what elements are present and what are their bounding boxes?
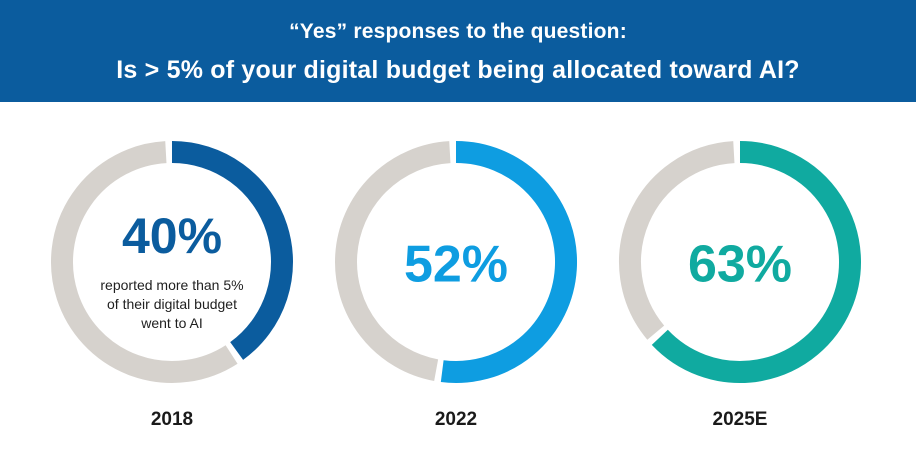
donut-2018-percent-label: 40%: [122, 208, 222, 264]
title-line-1: “Yes” responses to the question:: [289, 20, 627, 43]
year-label-2025e: 2025E: [712, 409, 768, 430]
annotation-line-3: went to AI: [141, 315, 203, 331]
donut-2025e-percent-label: 63%: [688, 236, 792, 294]
title-line-2: Is > 5% of your digital budget being all…: [116, 56, 800, 84]
donut-2022-percent-label: 52%: [404, 236, 508, 294]
donut-2018-value-segment: [171, 141, 293, 360]
title-banner: “Yes” responses to the question: Is > 5%…: [0, 0, 916, 102]
year-label-2018: 2018: [150, 409, 194, 430]
donut-2022-value-segment: [440, 141, 578, 383]
donut-2025e-value-segment: [651, 141, 861, 383]
annotation-line-1: reported more than 5%: [100, 277, 244, 293]
annotation-line-2: of their digital budget: [107, 296, 237, 312]
donut-2018-remainder: [51, 141, 238, 383]
donut-2022-remainder: [335, 141, 451, 382]
year-label-2022: 2022: [434, 409, 478, 430]
donut-2018-annotation: reported more than 5% of their digital b…: [72, 276, 272, 333]
donut-2025e-remainder: [619, 141, 735, 340]
